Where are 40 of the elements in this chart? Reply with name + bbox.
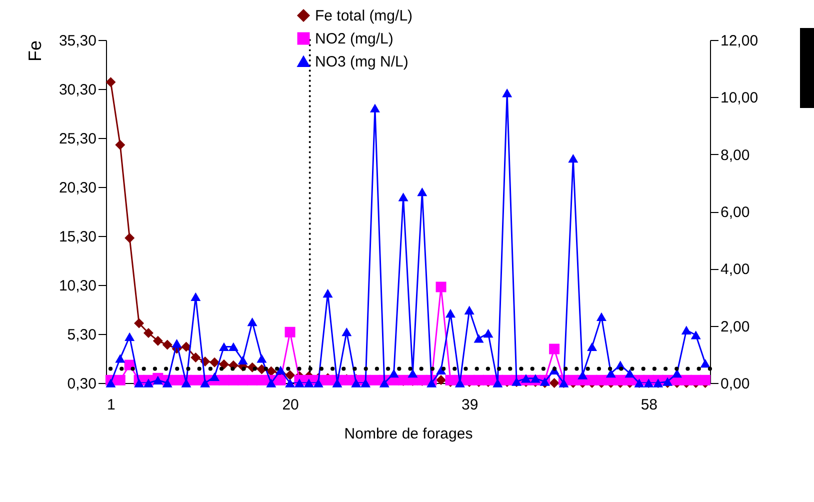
y-tick-label: 15,30 [58,228,96,246]
point [256,364,267,374]
x-tick-label: 58 [640,396,658,414]
legend-label: NO2 (mg/L) [315,30,394,48]
point [285,370,296,380]
y2-tick-label: 2,00 [720,318,750,336]
y-tick-label: 30,30 [58,82,96,98]
point [266,366,276,376]
point [152,336,163,346]
y-tick-label: 25,30 [58,130,96,148]
point [106,77,116,88]
y2-tick-label: 12,00 [720,32,758,50]
point [124,232,135,243]
y-tick-label: 35,30 [58,32,96,50]
y2-tick-label: 10,00 [720,90,758,107]
y-tick-label: 5,30 [67,326,96,344]
y2-tick-label: 6,00 [720,204,750,221]
point [218,359,229,370]
point [210,357,220,368]
x-tick-label: 1 [107,396,116,414]
point [181,342,192,352]
x-axis-title: Nombre de forages [344,426,473,442]
y2-tick-label: 4,00 [720,261,750,278]
y-tick-label: 10,30 [58,278,96,294]
point [190,352,201,363]
point [115,140,126,150]
point [143,328,154,338]
y2-tick-label: 0,00 [720,376,750,392]
legend-label: Fe total (mg/L) [315,8,413,24]
legend-label: NO3 (mg N/L) [315,54,408,70]
point [134,318,144,328]
y-axis-title: Fe [24,40,45,62]
point [436,375,446,386]
y-tick-label: 20,30 [58,180,96,196]
point [549,378,560,388]
point [162,340,172,350]
y2-tick-label: 8,00 [720,146,750,164]
y-tick-label: 0,30 [67,376,96,392]
x-tick-label: 39 [462,396,478,414]
x-tick-label: 20 [282,396,299,414]
